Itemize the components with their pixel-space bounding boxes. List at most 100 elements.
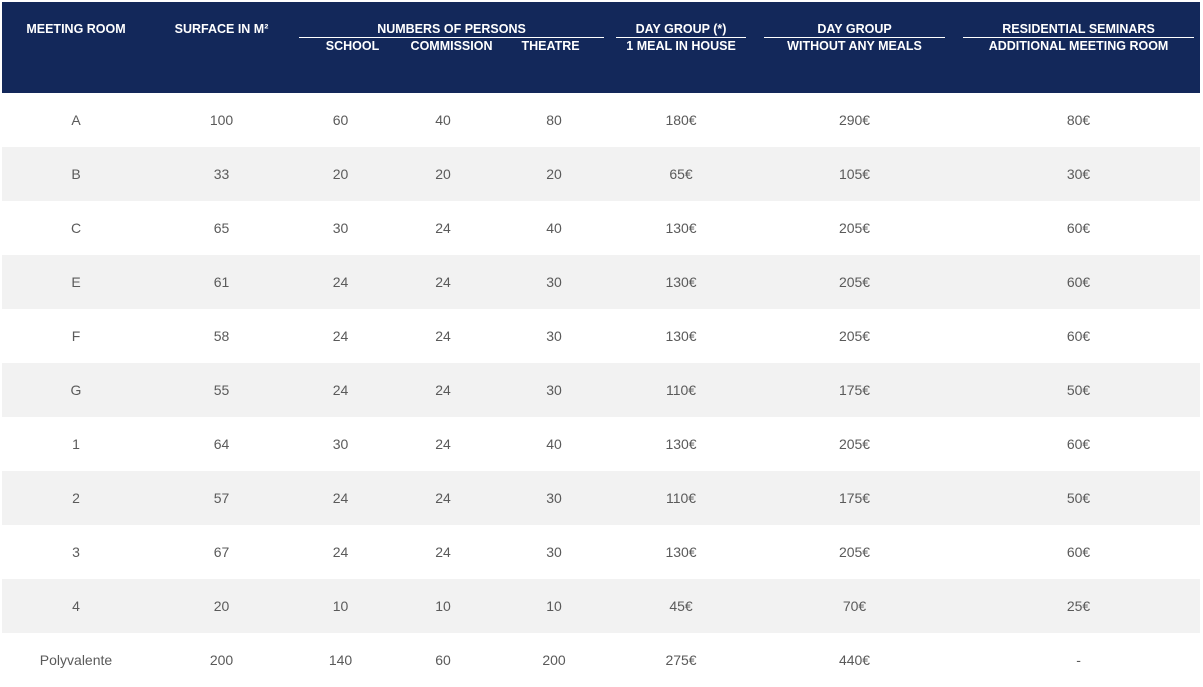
cell-school: 140 xyxy=(328,652,353,668)
cell-surface: 57 xyxy=(213,490,230,506)
cell-commission: 24 xyxy=(435,544,451,560)
cell-theatre: 40 xyxy=(546,436,562,452)
cell-theatre: 40 xyxy=(546,220,562,236)
cell-residential: 80€ xyxy=(1066,112,1091,128)
cell-room: 2 xyxy=(72,490,80,506)
cell-day-nomeal: 205€ xyxy=(838,274,871,290)
cell-day-nomeal: 205€ xyxy=(838,544,871,560)
cell-residential: 60€ xyxy=(1066,436,1091,452)
cell-day-nomeal: 175€ xyxy=(838,382,871,398)
cell-commission: 24 xyxy=(435,274,451,290)
cell-day-meal: 110€ xyxy=(665,490,697,506)
cell-surface: 33 xyxy=(213,166,230,182)
cell-day-nomeal: 205€ xyxy=(838,328,871,344)
cell-residential: 60€ xyxy=(1066,220,1091,236)
cell-school: 60 xyxy=(332,112,349,128)
header-surface: SURFACE IN M² xyxy=(150,2,293,93)
cell-room: F xyxy=(71,328,81,344)
header-persons-group: NUMBERS OF PERSONS SCHOOL COMMISSION THE… xyxy=(293,2,610,93)
cell-theatre: 30 xyxy=(546,544,562,560)
header-surface-label: SURFACE IN M² xyxy=(174,22,269,36)
header-theatre: THEATRE xyxy=(521,39,580,53)
cell-school: 24 xyxy=(332,274,349,290)
cell-day-nomeal: 440€ xyxy=(838,652,871,668)
table-body: A 100 60 40 80 180€ 290€ 80€ B 33 20 20 20 65€ 105€ 30€… xyxy=(2,93,1201,687)
cell-day-meal: 180€ xyxy=(665,112,697,128)
header-residential-sub: ADDITIONAL MEETING ROOM xyxy=(988,39,1169,53)
cell-room: 1 xyxy=(72,436,80,452)
cell-commission: 10 xyxy=(435,598,451,614)
table-row: F 58 24 24 30 130€ 205€ 60€ xyxy=(2,309,1201,363)
cell-theatre: 30 xyxy=(546,382,562,398)
table-header: MEETING ROOM SURFACE IN M² NUMBERS OF PE… xyxy=(2,2,1201,93)
cell-residential: 60€ xyxy=(1066,274,1091,290)
cell-school: 20 xyxy=(332,166,349,182)
cell-day-nomeal: 70€ xyxy=(842,598,867,614)
cell-commission: 24 xyxy=(435,490,451,506)
header-meeting-room: MEETING ROOM xyxy=(2,2,150,93)
cell-theatre: 80 xyxy=(546,112,562,128)
cell-day-nomeal: 290€ xyxy=(838,112,871,128)
cell-school: 24 xyxy=(332,328,349,344)
cell-commission: 24 xyxy=(435,436,451,452)
cell-school: 10 xyxy=(332,598,349,614)
cell-room: E xyxy=(71,274,81,290)
header-residential-title: RESIDENTIAL SEMINARS xyxy=(963,22,1195,38)
header-day-group-meal-title: DAY GROUP (*) xyxy=(616,22,747,38)
cell-commission: 60 xyxy=(435,652,451,668)
cell-room: B xyxy=(71,166,81,182)
cell-day-meal: 130€ xyxy=(665,274,697,290)
cell-commission: 24 xyxy=(435,220,451,236)
cell-surface: 100 xyxy=(209,112,234,128)
cell-day-nomeal: 175€ xyxy=(838,490,871,506)
header-meeting-room-label: MEETING ROOM xyxy=(26,22,126,36)
table-row: E 61 24 24 30 130€ 205€ 60€ xyxy=(2,255,1201,309)
header-residential: RESIDENTIAL SEMINARS ADDITIONAL MEETING … xyxy=(957,2,1200,93)
cell-surface: 61 xyxy=(213,274,230,290)
table-row: A 100 60 40 80 180€ 290€ 80€ xyxy=(2,93,1201,147)
cell-surface: 55 xyxy=(213,382,230,398)
cell-school: 30 xyxy=(332,220,349,236)
cell-surface: 200 xyxy=(209,652,234,668)
cell-residential: 30€ xyxy=(1066,166,1091,182)
cell-surface: 20 xyxy=(213,598,230,614)
header-commission: COMMISSION xyxy=(410,39,493,53)
cell-day-meal: 130€ xyxy=(665,220,697,236)
cell-day-meal: 110€ xyxy=(665,382,697,398)
cell-day-nomeal: 105€ xyxy=(838,166,871,182)
cell-surface: 58 xyxy=(213,328,230,344)
table-row: G 55 24 24 30 110€ 175€ 50€ xyxy=(2,363,1201,417)
cell-theatre: 10 xyxy=(546,598,562,614)
cell-theatre: 30 xyxy=(546,490,562,506)
table-row: 2 57 24 24 30 110€ 175€ 50€ xyxy=(2,471,1201,525)
cell-surface: 65 xyxy=(213,220,230,236)
cell-school: 24 xyxy=(332,382,349,398)
cell-room: A xyxy=(71,112,81,128)
cell-day-meal: 275€ xyxy=(665,652,697,668)
cell-school: 24 xyxy=(332,490,349,506)
cell-residential: 50€ xyxy=(1066,382,1091,398)
cell-day-meal: 130€ xyxy=(665,328,697,344)
cell-day-meal: 130€ xyxy=(665,544,697,560)
header-day-group-meal-sub: 1 MEAL IN HOUSE xyxy=(626,39,736,53)
cell-room: G xyxy=(70,382,82,398)
cell-day-nomeal: 205€ xyxy=(838,220,871,236)
header-row: MEETING ROOM SURFACE IN M² NUMBERS OF PE… xyxy=(2,2,1201,93)
cell-theatre: 30 xyxy=(546,328,562,344)
table-row: Polyvalente 200 140 60 200 275€ 440€ - xyxy=(2,633,1201,687)
cell-commission: 20 xyxy=(435,166,451,182)
cell-day-meal: 45€ xyxy=(669,598,693,614)
table-row: 1 64 30 24 40 130€ 205€ 60€ xyxy=(2,417,1201,471)
table-row: 3 67 24 24 30 130€ 205€ 60€ xyxy=(2,525,1201,579)
cell-residential: 25€ xyxy=(1066,598,1091,614)
cell-school: 30 xyxy=(332,436,349,452)
header-day-group-nomeal: DAY GROUP WITHOUT ANY MEALS xyxy=(752,2,957,93)
cell-surface: 64 xyxy=(213,436,230,452)
cell-commission: 40 xyxy=(435,112,451,128)
header-school: SCHOOL xyxy=(325,39,380,53)
cell-surface: 67 xyxy=(213,544,230,560)
cell-room: 4 xyxy=(72,598,80,614)
table-row: C 65 30 24 40 130€ 205€ 60€ xyxy=(2,201,1201,255)
